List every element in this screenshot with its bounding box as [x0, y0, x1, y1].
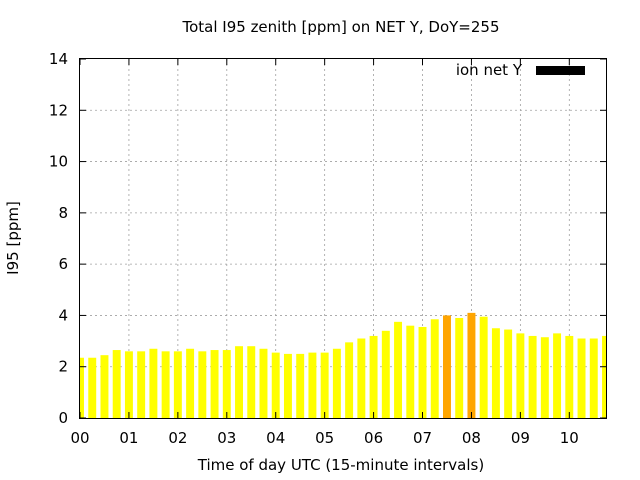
bar — [540, 337, 549, 418]
y-tick-label: 4 — [58, 306, 68, 324]
bar-layer — [80, 312, 606, 418]
bar — [112, 350, 121, 418]
bar — [100, 355, 109, 418]
bar — [186, 348, 195, 418]
bar — [247, 346, 256, 418]
x-tick-label: 05 — [315, 429, 334, 447]
x-tick-label: 00 — [70, 429, 89, 447]
bar — [565, 335, 574, 418]
x-axis-label: Time of day UTC (15-minute intervals) — [197, 456, 484, 474]
legend-label: ion net Y — [456, 61, 523, 79]
y-tick-label: 0 — [58, 409, 68, 427]
bar — [222, 350, 231, 418]
bar — [381, 330, 390, 418]
bar — [479, 316, 488, 418]
x-tick-label: 08 — [462, 429, 481, 447]
chart-title: Total I95 zenith [ppm] on NET Y, DoY=255 — [181, 18, 499, 36]
bar — [369, 335, 378, 418]
bar — [308, 352, 317, 418]
y-tick-label: 2 — [58, 358, 68, 376]
x-tick-label: 01 — [119, 429, 138, 447]
bar — [455, 317, 464, 418]
bar — [577, 338, 586, 418]
bar — [259, 348, 268, 418]
bar — [161, 351, 170, 418]
x-tick-label: 09 — [511, 429, 530, 447]
bar — [443, 315, 451, 418]
x-tick-label: 04 — [266, 429, 285, 447]
bar — [283, 353, 292, 418]
bar — [430, 319, 439, 418]
bar — [332, 348, 341, 418]
bar — [271, 352, 280, 418]
bar — [345, 342, 354, 418]
y-tick-label: 6 — [58, 255, 68, 273]
y-tick-label: 10 — [49, 153, 68, 171]
grid-layer — [80, 59, 606, 418]
x-tick-label: 02 — [168, 429, 187, 447]
bar — [210, 350, 219, 418]
bar — [602, 335, 606, 418]
bar — [124, 351, 133, 418]
y-tick-label: 12 — [49, 101, 68, 119]
bar — [357, 338, 366, 418]
y-axis-label: I95 [ppm] — [4, 201, 22, 275]
bar — [235, 346, 243, 418]
x-tick-label: 10 — [560, 429, 579, 447]
bar — [296, 353, 305, 418]
bar — [467, 312, 476, 418]
bar — [553, 333, 562, 418]
x-tick-label: 07 — [413, 429, 432, 447]
y-tick-label: 14 — [49, 50, 68, 68]
bar — [394, 321, 403, 418]
bar — [528, 335, 537, 418]
bar — [173, 351, 182, 418]
bar — [418, 326, 427, 418]
y-tick-label: 8 — [58, 204, 68, 222]
x-tick-label: 06 — [364, 429, 383, 447]
plot-frame — [79, 58, 607, 419]
x-tick-label: 03 — [217, 429, 236, 447]
bar — [320, 352, 329, 418]
bar — [491, 328, 500, 418]
legend: ion net Y — [456, 61, 585, 79]
bar — [80, 357, 84, 418]
legend-swatch — [536, 66, 585, 75]
bar — [137, 351, 146, 418]
bar — [198, 351, 207, 418]
bar — [504, 329, 513, 418]
bar — [516, 333, 525, 418]
bar — [88, 357, 97, 418]
bar — [406, 325, 415, 418]
bar — [149, 348, 158, 418]
bar — [589, 338, 598, 418]
